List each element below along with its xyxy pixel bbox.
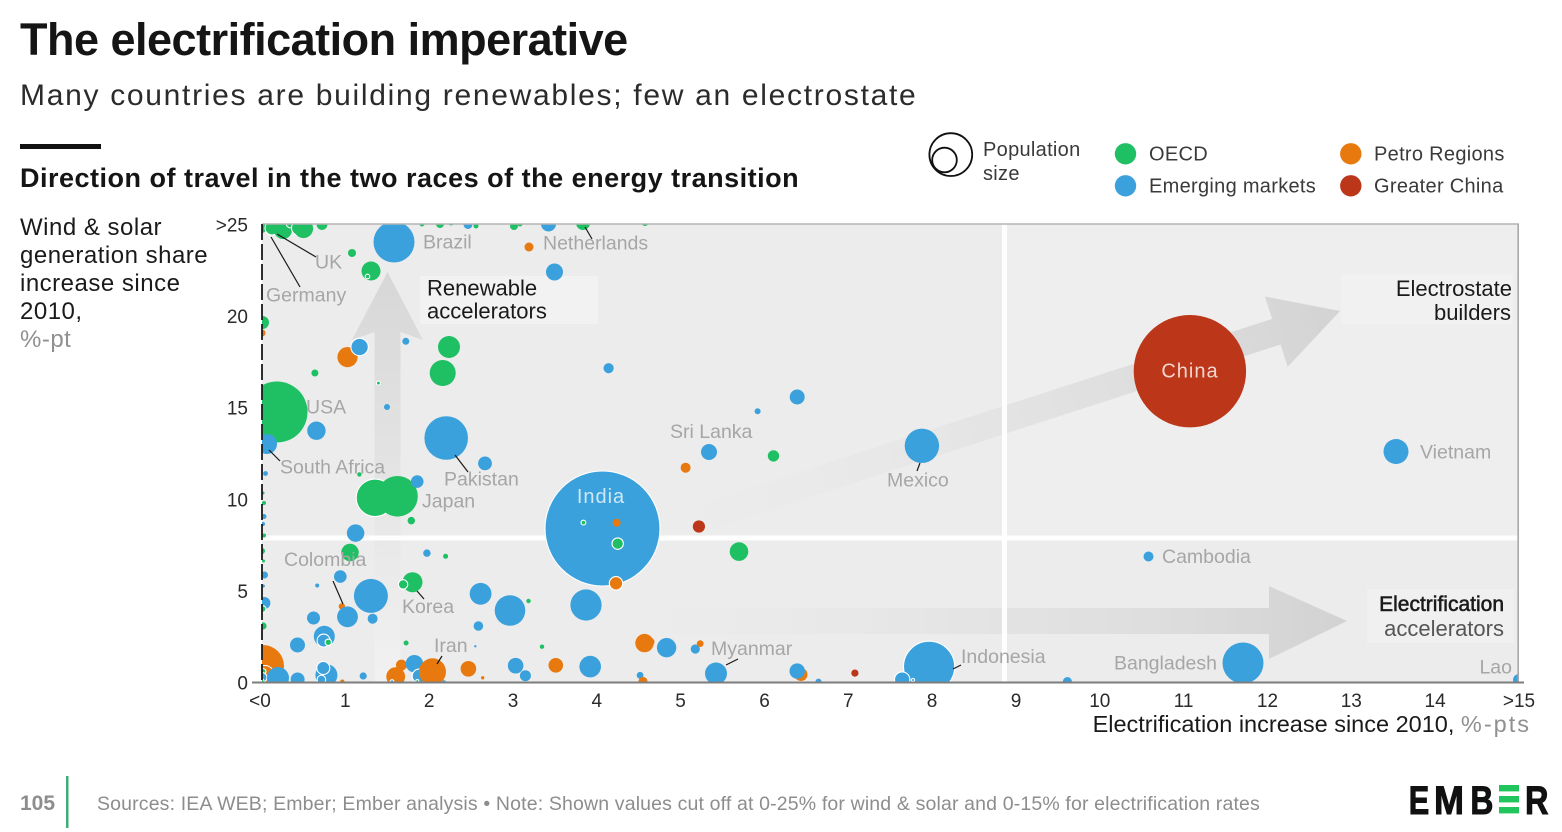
svg-text:India: India — [577, 486, 625, 508]
svg-text:Iran: Iran — [434, 635, 468, 657]
svg-text:Population: Population — [983, 139, 1081, 161]
svg-text:Korea: Korea — [402, 596, 454, 618]
svg-text:11: 11 — [1174, 691, 1194, 712]
svg-text:China: China — [1161, 361, 1218, 383]
svg-text:Electrification increase since: Electrification increase since 2010, %-p… — [1093, 711, 1531, 737]
svg-text:accelerators: accelerators — [1384, 616, 1504, 641]
svg-text:Many countries are building re: Many countries are building renewables; … — [20, 79, 917, 112]
svg-text:E: E — [1409, 779, 1430, 823]
svg-text:generation share: generation share — [20, 242, 208, 269]
svg-text:>15: >15 — [1503, 691, 1535, 712]
svg-text:size: size — [983, 163, 1020, 185]
svg-text:20: 20 — [227, 307, 248, 328]
svg-text:Vietnam: Vietnam — [1420, 442, 1491, 464]
svg-text:USA: USA — [306, 397, 346, 419]
svg-text:The electrification imperative: The electrification imperative — [20, 14, 628, 65]
svg-text:8: 8 — [927, 691, 938, 712]
svg-text:Lao: Lao — [1479, 657, 1512, 679]
svg-text:10: 10 — [1089, 691, 1110, 712]
svg-text:builders: builders — [1434, 300, 1511, 325]
svg-text:Greater China: Greater China — [1374, 176, 1504, 198]
svg-text:105: 105 — [20, 792, 55, 815]
svg-text:15: 15 — [227, 399, 248, 420]
svg-text:Electrostate: Electrostate — [1396, 276, 1512, 301]
svg-text:Indonesia: Indonesia — [961, 646, 1046, 668]
svg-text:12: 12 — [1257, 691, 1278, 712]
svg-text:Sri Lanka: Sri Lanka — [670, 421, 753, 443]
svg-text:Colombia: Colombia — [284, 549, 367, 571]
svg-text:0: 0 — [237, 674, 248, 695]
svg-text:UK: UK — [315, 252, 342, 274]
svg-text:9: 9 — [1011, 691, 1022, 712]
svg-text:Japan: Japan — [422, 491, 475, 513]
svg-text:5: 5 — [675, 691, 686, 712]
svg-text:increase since: increase since — [20, 270, 180, 297]
svg-text:10: 10 — [227, 490, 248, 511]
svg-text:1: 1 — [340, 691, 351, 712]
svg-text:Netherlands: Netherlands — [543, 233, 648, 255]
svg-text:R: R — [1525, 779, 1549, 823]
svg-text:Electrification: Electrification — [1379, 593, 1504, 616]
svg-text:Wind & solar: Wind & solar — [20, 214, 162, 241]
svg-text:Myanmar: Myanmar — [711, 638, 793, 660]
svg-text:OECD: OECD — [1149, 144, 1208, 166]
svg-text:<0: <0 — [249, 691, 271, 712]
svg-text:5: 5 — [237, 582, 248, 603]
svg-text:Cambodia: Cambodia — [1162, 546, 1251, 568]
svg-text:Brazil: Brazil — [423, 232, 472, 254]
svg-text:7: 7 — [843, 691, 854, 712]
svg-text:Emerging markets: Emerging markets — [1149, 176, 1316, 198]
svg-text:13: 13 — [1341, 691, 1362, 712]
svg-text:Direction of travel in the two: Direction of travel in the two races of … — [20, 163, 799, 193]
svg-text:Mexico: Mexico — [887, 470, 949, 492]
svg-text:3: 3 — [508, 691, 519, 712]
svg-text:6: 6 — [759, 691, 770, 712]
svg-text:>25: >25 — [216, 216, 248, 237]
svg-text:B: B — [1470, 779, 1493, 823]
svg-text:2: 2 — [424, 691, 435, 712]
svg-text:Sources: IEA WEB; Ember; Ember: Sources: IEA WEB; Ember; Ember analysis … — [97, 793, 1260, 815]
svg-text:Bangladesh: Bangladesh — [1114, 653, 1217, 675]
svg-text:M: M — [1434, 779, 1464, 823]
svg-text:accelerators: accelerators — [427, 299, 547, 324]
svg-text:Petro Regions: Petro Regions — [1374, 144, 1505, 166]
svg-text:Pakistan: Pakistan — [444, 469, 519, 491]
svg-text:2010,: 2010, — [20, 298, 83, 325]
svg-text:4: 4 — [592, 691, 603, 712]
svg-text:14: 14 — [1425, 691, 1447, 712]
svg-text:Renewable: Renewable — [427, 276, 537, 301]
svg-text:%-pt: %-pt — [20, 326, 71, 353]
svg-text:Germany: Germany — [266, 285, 346, 307]
svg-text:South Africa: South Africa — [280, 457, 385, 479]
